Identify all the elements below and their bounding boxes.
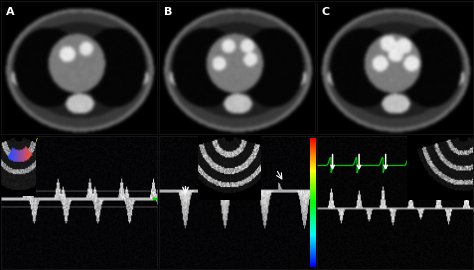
Text: V: V <box>33 138 37 144</box>
Text: 60 BPM: 60 BPM <box>414 138 432 143</box>
Text: C: C <box>322 7 330 17</box>
Text: B: B <box>164 7 172 17</box>
Text: V: V <box>227 138 232 144</box>
Text: A: A <box>6 7 14 17</box>
